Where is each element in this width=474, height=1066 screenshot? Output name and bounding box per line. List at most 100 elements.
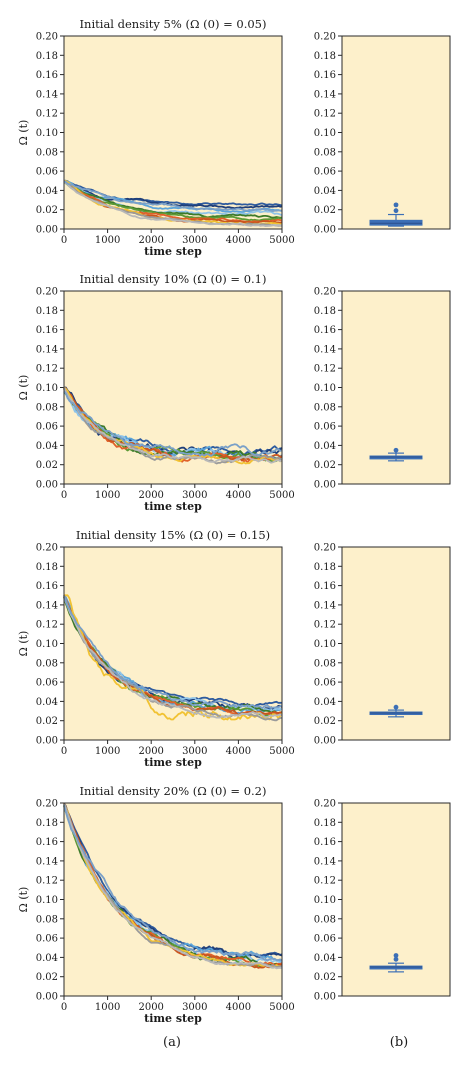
y-tick-label: 0.16	[314, 325, 336, 336]
x-axis-label: time step	[144, 756, 202, 769]
box-outlier	[393, 956, 399, 962]
y-tick-label: 0.18	[314, 818, 336, 829]
plot-frame	[341, 546, 451, 741]
y-tick-label: 0.00	[314, 992, 336, 1003]
y-tick-label: 0.00	[314, 480, 336, 491]
x-tick-label: 5000	[269, 490, 294, 501]
panel-label-b: (b)	[390, 1035, 408, 1050]
series-line	[63, 387, 283, 464]
y-tick-label: 0.00	[36, 736, 58, 747]
y-tick-label: 0.12	[314, 109, 336, 120]
series-line	[63, 595, 283, 710]
y-tick-label: 0.04	[36, 953, 58, 964]
chart-title: Initial density 15% (Ω (0) = 0.15)	[76, 528, 270, 542]
x-tick-label: 2000	[138, 490, 163, 501]
x-tick-label: 0	[61, 746, 67, 757]
y-axis-label: Ω (t)	[17, 631, 30, 657]
x-tick-label: 3000	[182, 1002, 207, 1013]
plot-area	[64, 803, 282, 996]
y-tick-label: 0.14	[314, 344, 336, 355]
y-tick-label: 0.14	[314, 600, 336, 611]
y-tick-label: 0.10	[314, 639, 336, 650]
y-axis-label: Ω (t)	[17, 120, 30, 146]
y-tick-label: 0.00	[314, 736, 336, 747]
y-tick-label: 0.10	[314, 128, 336, 139]
x-axis-label: time step	[144, 245, 202, 258]
y-tick-label: 0.10	[36, 895, 58, 906]
x-tick-label: 1000	[95, 235, 120, 246]
x-tick-label: 5000	[269, 235, 294, 246]
x-tick-label: 3000	[182, 490, 207, 501]
y-tick-label: 0.12	[314, 620, 336, 631]
y-tick-label: 0.08	[314, 914, 336, 925]
box-chart-3: 0.00 0.02 0.04 0.06 0.08 0.10 0.12 0.14 0.16 0.18…	[314, 543, 451, 747]
chart-title: Initial density 20% (Ω (0) = 0.2)	[80, 784, 267, 798]
plot-frame	[341, 802, 451, 997]
x-tick-label: 1000	[95, 490, 120, 501]
y-tick-label: 0.16	[36, 70, 58, 81]
box-outlier	[393, 953, 399, 958]
y-tick-label: 0.02	[36, 205, 58, 216]
series-line	[63, 805, 283, 962]
y-tick-label: 0.08	[314, 147, 336, 158]
y-tick-label: 0.14	[314, 856, 336, 867]
box-outlier	[393, 447, 399, 453]
plot-area	[342, 36, 450, 229]
y-tick-label: 0.06	[314, 678, 336, 689]
chart-title: Initial density 5% (Ω (0) = 0.05)	[80, 17, 267, 31]
x-tick-label: 4000	[226, 1002, 251, 1013]
y-tick-label: 0.18	[314, 562, 336, 573]
y-tick-label: 0.20	[314, 799, 336, 810]
y-tick-label: 0.20	[36, 32, 58, 43]
y-tick-label: 0.12	[36, 364, 58, 375]
y-tick-label: 0.10	[314, 383, 336, 394]
y-tick-label: 0.12	[36, 109, 58, 120]
y-tick-label: 0.02	[314, 460, 336, 471]
y-tick-label: 0.00	[36, 225, 58, 236]
x-tick-label: 4000	[226, 235, 251, 246]
y-tick-label: 0.18	[314, 51, 336, 62]
y-tick-label: 0.18	[36, 818, 58, 829]
y-tick-label: 0.16	[36, 837, 58, 848]
y-tick-label: 0.00	[36, 480, 58, 491]
plot-frame	[63, 546, 283, 741]
line-chart-3: 0.00 0.02 0.04 0.06 0.08 0.10 0.12 0.14 0.16 0.18…	[17, 528, 295, 769]
line-chart-4: 0.00 0.02 0.04 0.06 0.08 0.10 0.12 0.14 0.16 0.18…	[17, 784, 295, 1025]
y-tick-label: 0.20	[36, 543, 58, 554]
y-tick-label: 0.08	[314, 658, 336, 669]
y-tick-label: 0.08	[36, 914, 58, 925]
charts-group: 0.00 0.02 0.04 0.06 0.08 0.10 0.12 0.14 0.16 0.18…	[17, 17, 451, 1025]
box-chart-4: 0.00 0.02 0.04 0.06 0.08 0.10 0.12 0.14 0.16 0.18…	[314, 799, 451, 1003]
plot-frame	[63, 802, 283, 997]
y-tick-label: 0.08	[36, 147, 58, 158]
series-line	[63, 180, 283, 217]
x-tick-label: 3000	[182, 746, 207, 757]
series-line	[63, 804, 283, 970]
y-tick-label: 0.00	[314, 225, 336, 236]
y-tick-label: 0.10	[36, 639, 58, 650]
series-line	[63, 390, 283, 457]
y-tick-label: 0.00	[36, 992, 58, 1003]
y-tick-label: 0.06	[36, 934, 58, 945]
y-tick-label: 0.18	[36, 306, 58, 317]
y-tick-label: 0.12	[36, 620, 58, 631]
y-tick-label: 0.12	[36, 876, 58, 887]
y-tick-label: 0.10	[36, 383, 58, 394]
x-tick-label: 5000	[269, 746, 294, 757]
y-tick-label: 0.14	[36, 856, 58, 867]
y-tick-label: 0.02	[36, 460, 58, 471]
x-tick-label: 5000	[269, 1002, 294, 1013]
plot-frame	[63, 290, 283, 485]
y-tick-label: 0.18	[36, 562, 58, 573]
series-line	[63, 180, 283, 228]
chart-title: Initial density 10% (Ω (0) = 0.1)	[80, 272, 267, 286]
box-outlier	[393, 704, 399, 710]
y-tick-label: 0.02	[314, 972, 336, 983]
y-tick-label: 0.20	[314, 287, 336, 298]
y-tick-label: 0.10	[314, 895, 336, 906]
x-tick-label: 4000	[226, 746, 251, 757]
line-chart-1: 0.00 0.02 0.04 0.06 0.08 0.10 0.12 0.14 0.16 0.18…	[17, 17, 295, 258]
y-tick-label: 0.04	[36, 697, 58, 708]
x-axis-label: time step	[144, 1012, 202, 1025]
